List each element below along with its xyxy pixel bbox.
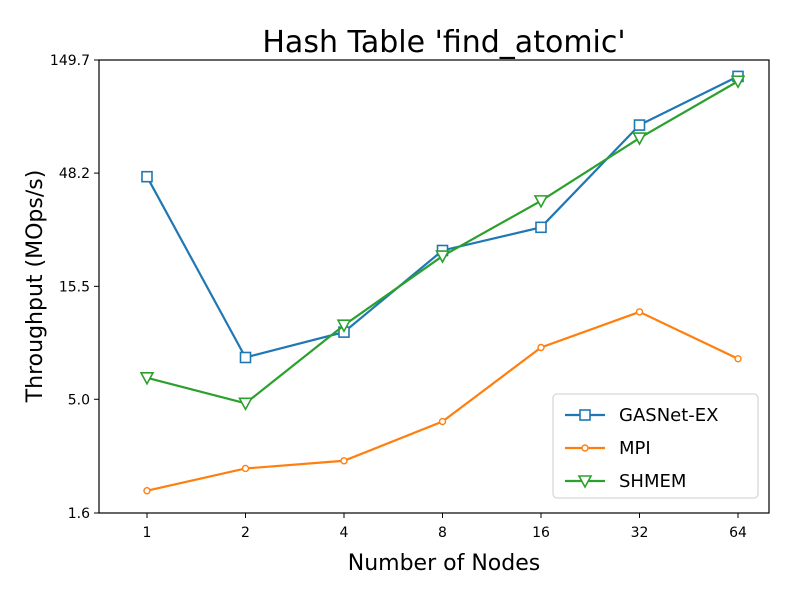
legend-item-shmem: SHMEM xyxy=(565,471,686,492)
data-point-mpi xyxy=(734,355,742,363)
x-tick-label: 32 xyxy=(631,525,649,541)
data-point-gasnet-ex xyxy=(141,170,153,183)
data-point-gasnet-ex xyxy=(535,221,547,234)
y-axis-title: Throughput (MOps/s) xyxy=(23,170,48,404)
data-point-shmem xyxy=(336,319,352,333)
x-tick-label: 8 xyxy=(438,525,447,541)
data-point-mpi xyxy=(143,487,151,495)
legend-item-gasnet-ex: GASNet-EX xyxy=(565,405,718,426)
y-tick-label: 149.7 xyxy=(50,53,90,69)
series-mpi xyxy=(143,308,742,495)
data-point-shmem xyxy=(632,132,647,146)
data-point-gasnet-ex xyxy=(239,351,252,364)
x-tick-label: 4 xyxy=(340,525,349,541)
y-tick-label: 5.0 xyxy=(68,392,90,408)
data-point-mpi xyxy=(438,417,447,426)
data-point-shmem xyxy=(435,250,450,264)
series-shmem xyxy=(139,75,746,412)
data-point-shmem xyxy=(730,75,746,89)
legend-box xyxy=(552,393,759,499)
data-point-shmem xyxy=(139,372,155,386)
legend-label: SHMEM xyxy=(619,471,686,492)
x-tick-label: 2 xyxy=(241,525,250,541)
x-tick-label: 16 xyxy=(532,525,550,541)
legend-marker xyxy=(581,444,589,452)
y-tick-label: 1.6 xyxy=(68,506,90,522)
data-point-mpi xyxy=(241,464,250,473)
x-tick-label: 1 xyxy=(143,525,152,541)
chart-title: Hash Table 'find_atomic' xyxy=(262,25,625,60)
data-point-shmem xyxy=(533,195,549,209)
legend-marker xyxy=(577,475,593,489)
legend-label: GASNet-EX xyxy=(619,405,718,426)
data-point-gasnet-ex xyxy=(633,119,646,131)
legend-label: MPI xyxy=(619,438,651,459)
data-point-mpi xyxy=(635,308,644,316)
y-tick-label: 15.5 xyxy=(59,279,90,295)
legend-item-mpi: MPI xyxy=(565,438,651,459)
series-line-gasnet-ex xyxy=(146,75,739,359)
legend-marker xyxy=(579,409,591,421)
data-point-mpi xyxy=(340,457,348,465)
y-tick-label: 48.2 xyxy=(59,166,90,182)
data-point-shmem xyxy=(238,397,253,412)
x-tick-label: 64 xyxy=(729,525,747,541)
data-point-mpi xyxy=(537,343,545,352)
series-line-shmem xyxy=(146,80,739,405)
x-axis-title: Number of Nodes xyxy=(348,551,540,576)
